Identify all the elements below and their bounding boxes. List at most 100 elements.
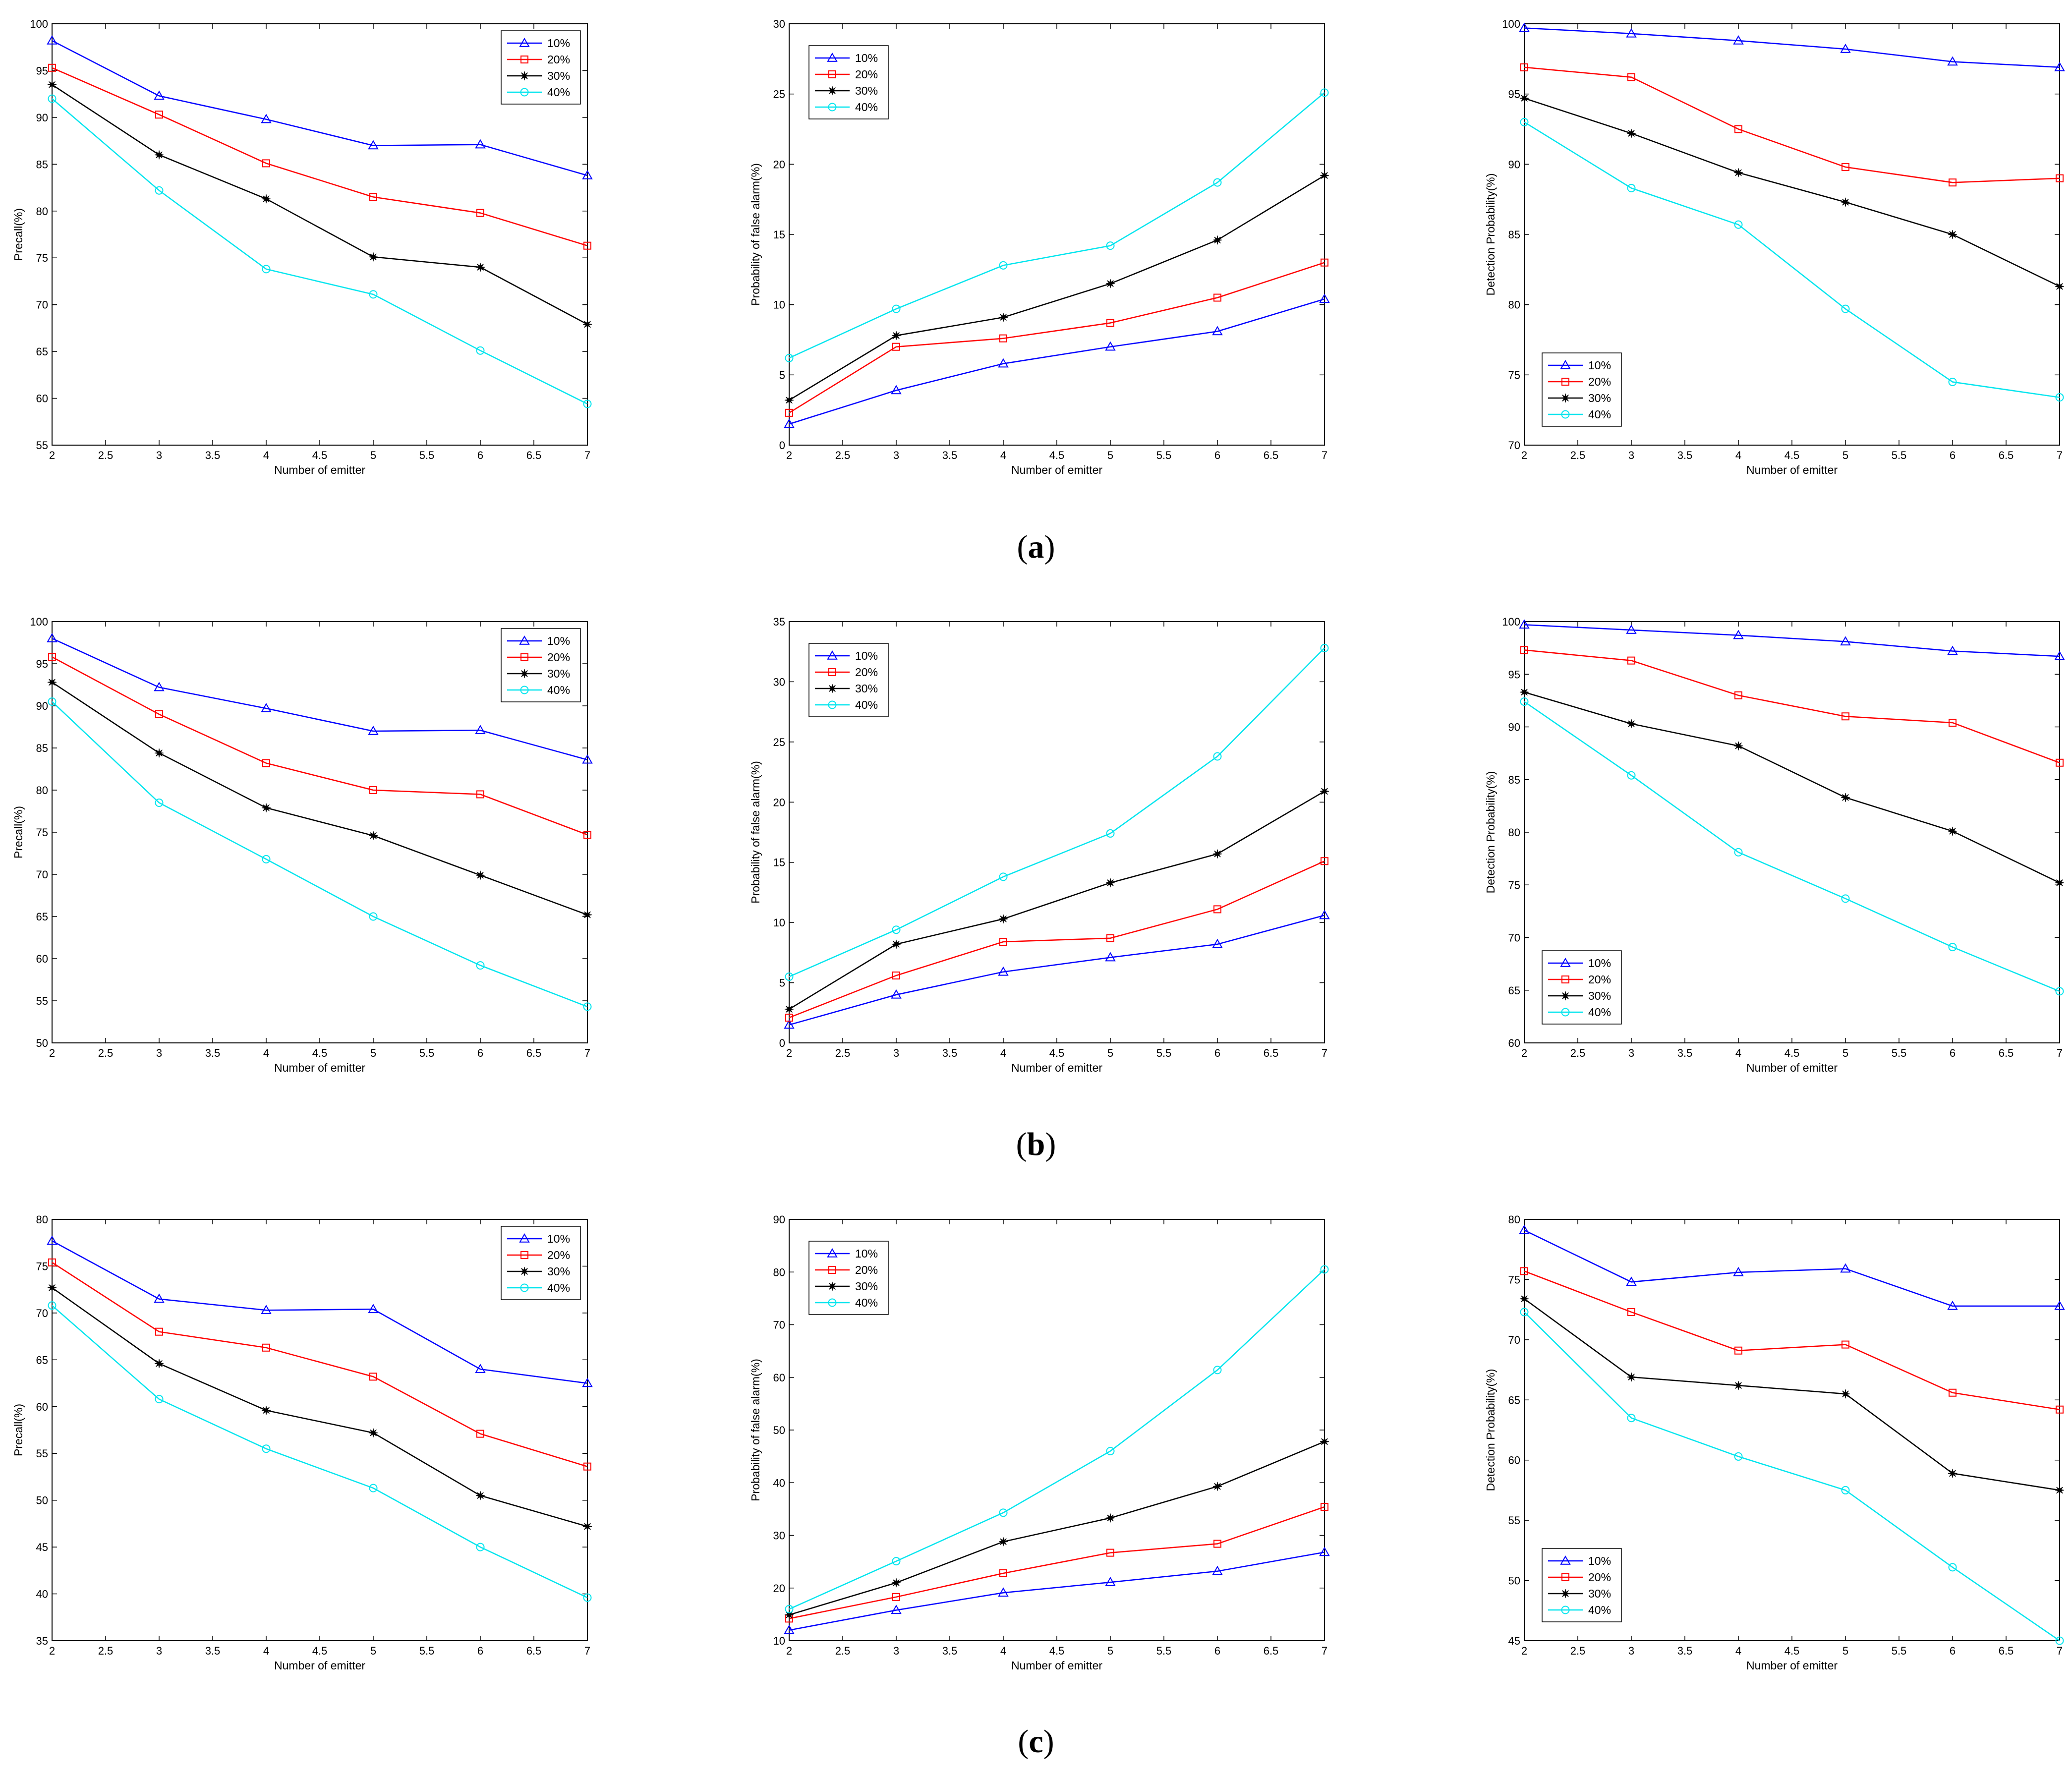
data-point [369,786,377,794]
legend-label: 30% [855,1280,878,1293]
x-tick-label: 6.5 [1264,1047,1279,1059]
y-tick-label: 55 [1508,1514,1520,1527]
data-point [476,1543,485,1551]
caption-letter: a [1028,529,1044,565]
series-line-10pct [52,1240,588,1384]
x-tick-label: 2.5 [1570,1645,1586,1657]
series-line-30pct [52,682,588,916]
data-point [582,320,592,329]
x-tick-label: 7 [1322,1047,1327,1059]
legend-label: 30% [547,69,570,82]
data-point [1733,1266,1744,1276]
y-tick-label: 25 [773,88,785,101]
data-point [1948,943,1957,952]
series-line-30pct [789,791,1325,1010]
data-point [784,418,795,428]
legend-label: 20% [547,1249,570,1261]
data-point [1520,697,1529,706]
data-point [1949,719,1957,727]
data-point [785,408,793,417]
legend-label: 20% [855,68,878,81]
legend-label: 20% [855,666,878,679]
x-tick-label: 7 [1322,1645,1327,1657]
data-point [999,872,1008,881]
x-tick-label: 7 [584,449,590,461]
data-point [1105,878,1115,888]
x-tick-label: 4 [1735,1645,1741,1657]
legend-label: 40% [547,684,570,696]
y-tick-label: 85 [36,158,48,171]
x-tick-label: 6 [477,1047,483,1059]
data-point [1949,178,1957,187]
series-line-40pct [789,92,1325,359]
data-point [261,1305,272,1314]
y-tick-label: 65 [1508,984,1520,997]
x-axis-label: Number of emitter [274,1061,365,1074]
data-point [1520,117,1529,126]
data-point [998,966,1009,976]
data-point [154,150,164,160]
legend-label: 30% [1588,1587,1611,1600]
chart-b-detect: 2 2.5 3 3.5 4 4.5 5 5.5 6 6.5 7 60 65 70 75 80 85 90 95 100… [1484,616,2065,1074]
data-point [155,186,164,195]
data-point [1842,712,1849,721]
data-point [1106,1548,1114,1557]
y-tick-label: 15 [773,229,785,241]
y-tick-label: 85 [1508,229,1520,241]
data-point [1948,229,1957,239]
x-tick-label: 3.5 [205,1645,221,1657]
data-point [892,1593,900,1601]
legend-marker [519,37,530,47]
data-point [369,193,377,201]
data-point [1213,293,1221,302]
x-tick-label: 5 [1842,1645,1848,1657]
data-point [1626,719,1636,729]
data-point [48,63,56,72]
series-line-40pct [789,647,1325,977]
data-point [1520,646,1528,654]
y-tick-label: 95 [36,658,48,670]
data-point [1213,1540,1221,1548]
legend-marker [1561,410,1570,419]
data-point [1948,378,1957,386]
data-point [1627,656,1635,665]
x-tick-label: 6 [1950,1047,1956,1059]
data-point [1105,1513,1115,1523]
x-tick-label: 2.5 [1570,449,1586,461]
data-point [1212,235,1222,245]
y-tick-label: 50 [36,1037,48,1049]
data-point [998,313,1008,322]
legend-label: 20% [1588,1571,1611,1584]
caption-letter: c [1029,1723,1043,1760]
y-tick-label: 30 [773,1530,785,1542]
x-tick-label: 3.5 [205,1047,221,1059]
data-point [1106,319,1114,327]
legend-marker [828,70,836,78]
data-point [1840,1263,1851,1273]
data-point [891,331,901,341]
data-point [1947,1300,1958,1310]
x-tick-label: 6.5 [526,449,542,461]
data-point [582,1522,592,1531]
y-tick-label: 15 [773,857,785,869]
legend-marker [519,1266,529,1276]
x-tick-label: 5.5 [1892,449,1907,461]
legend-label: 10% [855,52,878,64]
chart-c-detect: 2 2.5 3 3.5 4 4.5 5 5.5 6 6.5 7 45 50 55 60 65 70 75 80 Num… [1484,1213,2065,1672]
data-point [999,1569,1007,1577]
x-tick-label: 4.5 [1784,449,1800,461]
data-point [1842,163,1849,171]
y-axis-label: Probability of false alarm(%) [749,761,762,904]
series-line-30pct [1524,691,2060,884]
legend-label: 40% [855,101,878,114]
y-tick-label: 85 [1508,774,1520,786]
data-point [155,1395,164,1404]
y-tick-label: 65 [36,345,48,358]
caption-open: ( [1017,529,1028,565]
chart-c-false: 2 2.5 3 3.5 4 4.5 5 5.5 6 6.5 7 10 20 30 40 50 60 70 80 90 N… [749,1213,1330,1672]
data-point [1627,184,1636,192]
series-line-40pct [1524,121,2060,398]
data-point [1626,28,1637,38]
data-point [1212,1565,1223,1575]
legend-label: 20% [1588,375,1611,388]
